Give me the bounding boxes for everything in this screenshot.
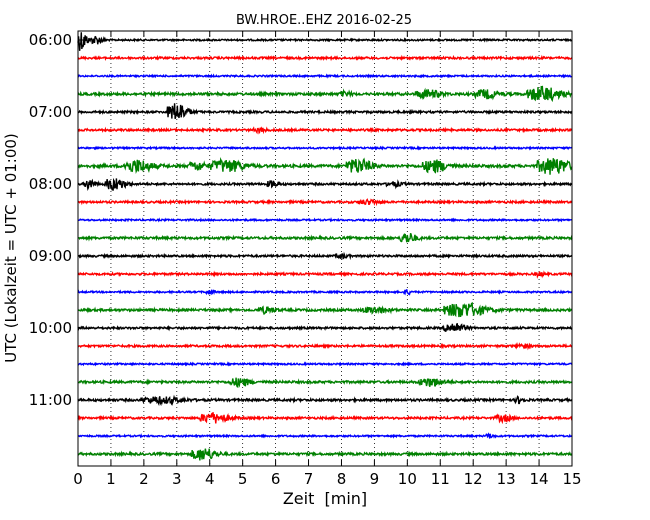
trace-0900 bbox=[77, 251, 573, 261]
x-tick-label: 0 bbox=[73, 470, 83, 488]
trace-1130 bbox=[77, 432, 573, 439]
trace-0830 bbox=[77, 217, 573, 223]
x-tick-label: 9 bbox=[370, 470, 380, 488]
y-tick-label: 11:00 bbox=[29, 391, 72, 409]
x-tick-label: 14 bbox=[530, 470, 549, 488]
x-tick-label: 11 bbox=[431, 470, 450, 488]
trace-1115 bbox=[77, 412, 573, 425]
trace-0715 bbox=[77, 126, 573, 135]
trace-1015 bbox=[77, 341, 573, 351]
trace-1030 bbox=[77, 361, 573, 367]
trace-0630 bbox=[77, 73, 573, 79]
x-tick-label: 10 bbox=[398, 470, 417, 488]
y-ticks: 06:00 07:00 08:00 09:00 10:00 11:00 bbox=[29, 31, 572, 409]
trace-0700 bbox=[77, 103, 573, 120]
plot-frame bbox=[77, 30, 573, 467]
x-tick-label: 1 bbox=[106, 470, 116, 488]
chart-title: BW.HROE..EHZ 2016-02-25 bbox=[236, 13, 412, 28]
y-tick-label: 06:00 bbox=[29, 31, 72, 49]
y-tick-label: 08:00 bbox=[29, 175, 72, 193]
trace-0615 bbox=[77, 54, 573, 62]
x-tick-label: 13 bbox=[497, 470, 516, 488]
trace-0745 bbox=[77, 157, 573, 175]
x-tick-label: 12 bbox=[464, 470, 483, 488]
x-tick-label: 4 bbox=[205, 470, 215, 488]
trace-0600 bbox=[77, 32, 573, 51]
trace-0915 bbox=[77, 270, 573, 279]
trace-1145 bbox=[77, 448, 573, 461]
traces bbox=[77, 32, 573, 461]
trace-1000 bbox=[77, 323, 573, 332]
grid bbox=[110, 31, 540, 466]
x-tick-label: 6 bbox=[271, 470, 281, 488]
x-tick-label: 5 bbox=[238, 470, 248, 488]
trace-0645 bbox=[77, 85, 573, 103]
trace-0730 bbox=[77, 145, 573, 151]
y-tick-label: 10:00 bbox=[29, 319, 72, 337]
trace-0845 bbox=[77, 232, 573, 243]
x-tick-label: 15 bbox=[562, 470, 581, 488]
y-axis-label: UTC (Lokalzeit = UTC + 01:00) bbox=[2, 133, 20, 363]
x-axis-label: Zeit [min] bbox=[283, 489, 367, 508]
trace-1100 bbox=[77, 394, 573, 407]
x-tick-label: 7 bbox=[304, 470, 314, 488]
trace-0815 bbox=[77, 198, 573, 207]
x-tick-label: 3 bbox=[172, 470, 182, 488]
x-tick-label: 8 bbox=[337, 470, 347, 488]
trace-0930 bbox=[77, 289, 573, 296]
x-ticks: 0 1 2 3 4 5 6 7 8 9 10 11 12 13 14 15 bbox=[73, 31, 582, 488]
trace-0800 bbox=[77, 177, 573, 191]
x-tick-label: 2 bbox=[139, 470, 149, 488]
trace-0945 bbox=[77, 301, 573, 318]
y-tick-label: 09:00 bbox=[29, 247, 72, 265]
trace-1045 bbox=[77, 377, 573, 388]
y-tick-label: 07:00 bbox=[29, 103, 72, 121]
